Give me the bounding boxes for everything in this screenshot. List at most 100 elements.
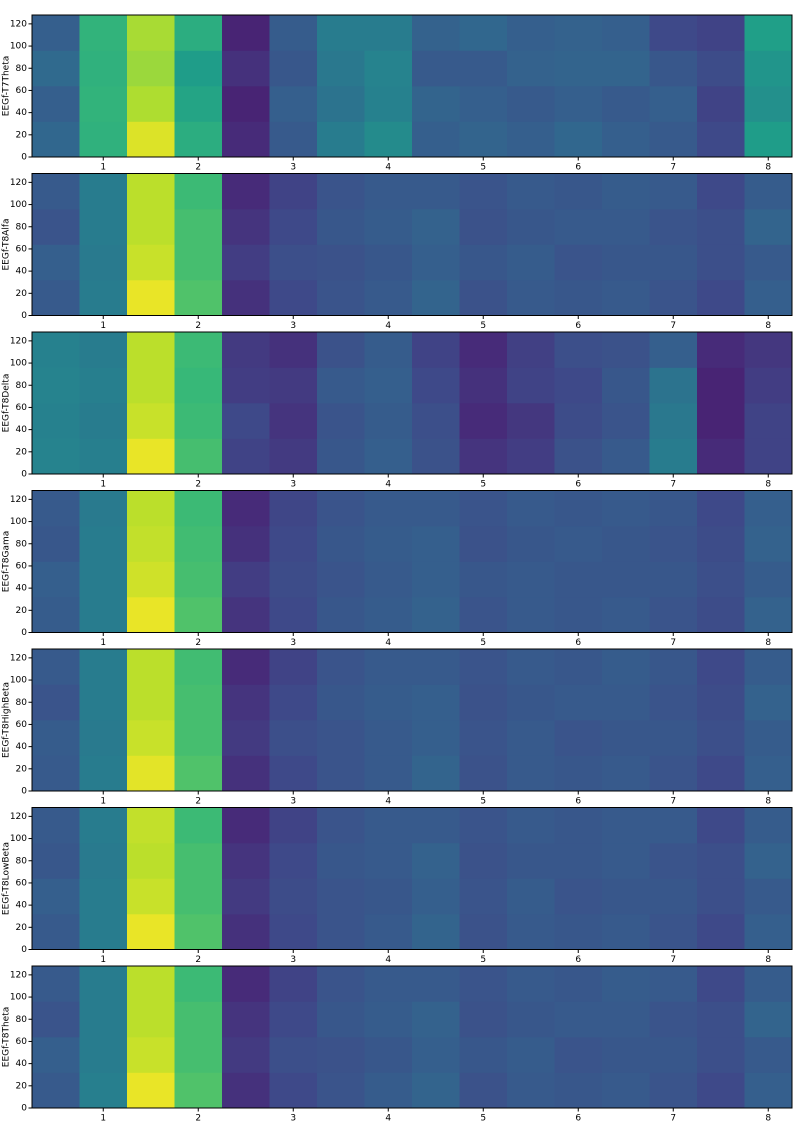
x-tick-label: 4 bbox=[385, 163, 391, 173]
heatmap-cell bbox=[222, 121, 270, 158]
heatmap-cell bbox=[32, 280, 80, 316]
x-tick-label: 7 bbox=[670, 797, 676, 807]
heatmap-cell bbox=[649, 807, 698, 844]
x-tick-label: 2 bbox=[195, 797, 201, 807]
heatmap-cell bbox=[602, 50, 650, 87]
x-tick-label: 2 bbox=[195, 163, 201, 173]
heatmap-cell bbox=[554, 561, 603, 598]
heatmap-cell bbox=[459, 684, 508, 721]
x-tick-label: 8 bbox=[765, 797, 771, 807]
heatmap-cell bbox=[79, 561, 128, 598]
heatmap-cell bbox=[412, 50, 460, 87]
heatmap-cell bbox=[32, 403, 80, 439]
y-tick-label: 80 bbox=[16, 856, 28, 866]
heatmap-cell bbox=[317, 1072, 365, 1109]
heatmap-cell bbox=[32, 15, 80, 51]
heatmap-cell bbox=[79, 843, 128, 879]
heatmap-cell bbox=[602, 403, 650, 439]
heatmap-cell bbox=[649, 280, 698, 316]
y-tick-label: 100 bbox=[10, 517, 27, 527]
heatmap-cell bbox=[79, 1072, 128, 1109]
heatmap-cell bbox=[412, 755, 460, 792]
heatmap-cell bbox=[364, 209, 413, 245]
heatmap-cell bbox=[554, 526, 603, 562]
heatmap-cell bbox=[317, 966, 365, 1002]
heatmap-cell bbox=[412, 332, 460, 368]
heatmap-cell bbox=[317, 1037, 365, 1073]
x-tick-label: 3 bbox=[290, 955, 296, 965]
y-tick-label: 40 bbox=[16, 1059, 28, 1069]
heatmap-cell bbox=[459, 121, 508, 158]
heatmap-cell bbox=[32, 438, 80, 475]
x-tick-label: 5 bbox=[480, 955, 486, 965]
heatmap-cell bbox=[317, 526, 365, 562]
heatmap-cell bbox=[127, 878, 175, 915]
heatmap-cell bbox=[269, 332, 318, 368]
heatmap-cell bbox=[222, 244, 270, 281]
y-tick-label: 60 bbox=[16, 1037, 28, 1047]
heatmap-cell bbox=[32, 720, 80, 756]
heatmap-cell bbox=[79, 597, 128, 633]
x-tick-label: 5 bbox=[480, 797, 486, 807]
heatmap-cell bbox=[507, 438, 555, 475]
y-tick-label: 0 bbox=[21, 787, 27, 797]
heatmap-cell bbox=[602, 684, 650, 721]
heatmap-cell bbox=[649, 121, 698, 158]
heatmap-cell bbox=[649, 1037, 698, 1073]
heatmap-cell bbox=[649, 244, 698, 281]
x-tick-label: 3 bbox=[290, 480, 296, 490]
heatmap-cell bbox=[507, 878, 555, 915]
heatmap-cell bbox=[269, 1072, 318, 1109]
heatmap-cell bbox=[744, 843, 793, 879]
x-tick-label: 6 bbox=[575, 638, 581, 648]
heatmap-cell bbox=[269, 684, 318, 721]
x-tick-label: 1 bbox=[100, 321, 106, 331]
heatmap-cell bbox=[507, 209, 555, 245]
heatmap-cell bbox=[554, 684, 603, 721]
heatmap-cell bbox=[602, 1037, 650, 1073]
y-tick-label: 120 bbox=[10, 653, 27, 663]
heatmap-cell bbox=[602, 561, 650, 598]
heatmap-cell bbox=[32, 1072, 80, 1109]
heatmap-cell bbox=[222, 526, 270, 562]
y-tick-label: 80 bbox=[16, 539, 28, 549]
y-axis-label: EEGf-T7Theta bbox=[2, 56, 12, 116]
y-tick-label: 120 bbox=[10, 336, 27, 346]
x-tick-label: 3 bbox=[290, 321, 296, 331]
heatmap-cell bbox=[269, 209, 318, 245]
x-tick-label: 2 bbox=[195, 638, 201, 648]
heatmap-cell bbox=[697, 755, 745, 792]
heatmap-cell bbox=[317, 597, 365, 633]
heatmap-cell bbox=[649, 332, 698, 368]
heatmap-cell bbox=[269, 966, 318, 1002]
heatmap-cell bbox=[459, 438, 508, 475]
heatmap-cell bbox=[459, 367, 508, 404]
heatmap-cell bbox=[32, 50, 80, 87]
heatmap-cell bbox=[127, 403, 175, 439]
heatmap-cell bbox=[317, 244, 365, 281]
heatmap-cell bbox=[79, 173, 128, 210]
heatmap-cell bbox=[174, 914, 223, 950]
heatmap-cell bbox=[79, 684, 128, 721]
heatmap-cell bbox=[127, 1072, 175, 1109]
heatmap-cell bbox=[744, 807, 793, 844]
heatmap-cell bbox=[174, 966, 223, 1002]
heatmap-cell bbox=[127, 843, 175, 879]
heatmap-cell bbox=[127, 15, 175, 51]
heatmap-cell bbox=[364, 807, 413, 844]
y-tick-label: 120 bbox=[10, 178, 27, 188]
heatmap-cell bbox=[174, 878, 223, 915]
heatmap-cell bbox=[127, 755, 175, 792]
heatmap-cell bbox=[744, 1037, 793, 1073]
heatmap-cell bbox=[269, 403, 318, 439]
y-tick-label: 40 bbox=[16, 742, 28, 752]
x-tick-label: 8 bbox=[765, 321, 771, 331]
x-tick-label: 5 bbox=[480, 480, 486, 490]
heatmap-cell bbox=[174, 684, 223, 721]
x-tick-label: 1 bbox=[100, 1114, 106, 1123]
heatmap-cell bbox=[554, 332, 603, 368]
heatmap-cell bbox=[317, 15, 365, 51]
heatmap-cell bbox=[507, 649, 555, 685]
y-axis-label: EEGf-T8Delta bbox=[2, 374, 12, 433]
heatmap-cell bbox=[79, 720, 128, 756]
